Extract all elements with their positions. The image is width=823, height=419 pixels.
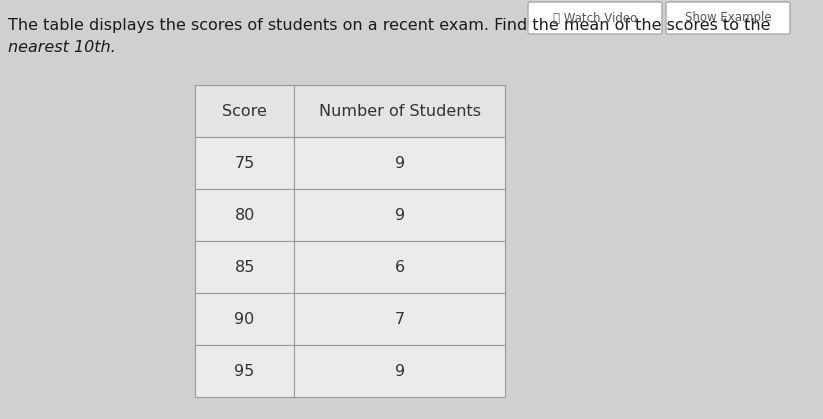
Text: Ⓜ Watch Video: Ⓜ Watch Video xyxy=(553,11,637,24)
Bar xyxy=(195,345,294,397)
Text: 75: 75 xyxy=(235,155,255,171)
Bar xyxy=(294,85,505,137)
Text: 7: 7 xyxy=(394,311,405,326)
Text: 80: 80 xyxy=(235,207,255,222)
Bar xyxy=(294,189,505,241)
Text: 6: 6 xyxy=(394,259,405,274)
FancyBboxPatch shape xyxy=(666,2,790,34)
Text: Show Example: Show Example xyxy=(685,11,771,24)
Bar xyxy=(195,293,294,345)
Bar xyxy=(195,85,294,137)
Text: Number of Students: Number of Students xyxy=(319,103,481,119)
FancyBboxPatch shape xyxy=(528,2,662,34)
Bar xyxy=(294,293,505,345)
Text: 9: 9 xyxy=(394,155,405,171)
Text: Score: Score xyxy=(222,103,267,119)
Text: The table displays the scores of students on a recent exam. Find the mean of the: The table displays the scores of student… xyxy=(8,18,770,33)
Text: 95: 95 xyxy=(235,364,255,378)
Bar xyxy=(294,137,505,189)
Text: nearest 10th.: nearest 10th. xyxy=(8,40,116,55)
Bar xyxy=(195,241,294,293)
Text: 9: 9 xyxy=(394,207,405,222)
Bar xyxy=(294,241,505,293)
Text: 85: 85 xyxy=(235,259,255,274)
Bar xyxy=(294,345,505,397)
Text: 9: 9 xyxy=(394,364,405,378)
Text: 90: 90 xyxy=(235,311,255,326)
Bar xyxy=(195,189,294,241)
Bar xyxy=(195,137,294,189)
